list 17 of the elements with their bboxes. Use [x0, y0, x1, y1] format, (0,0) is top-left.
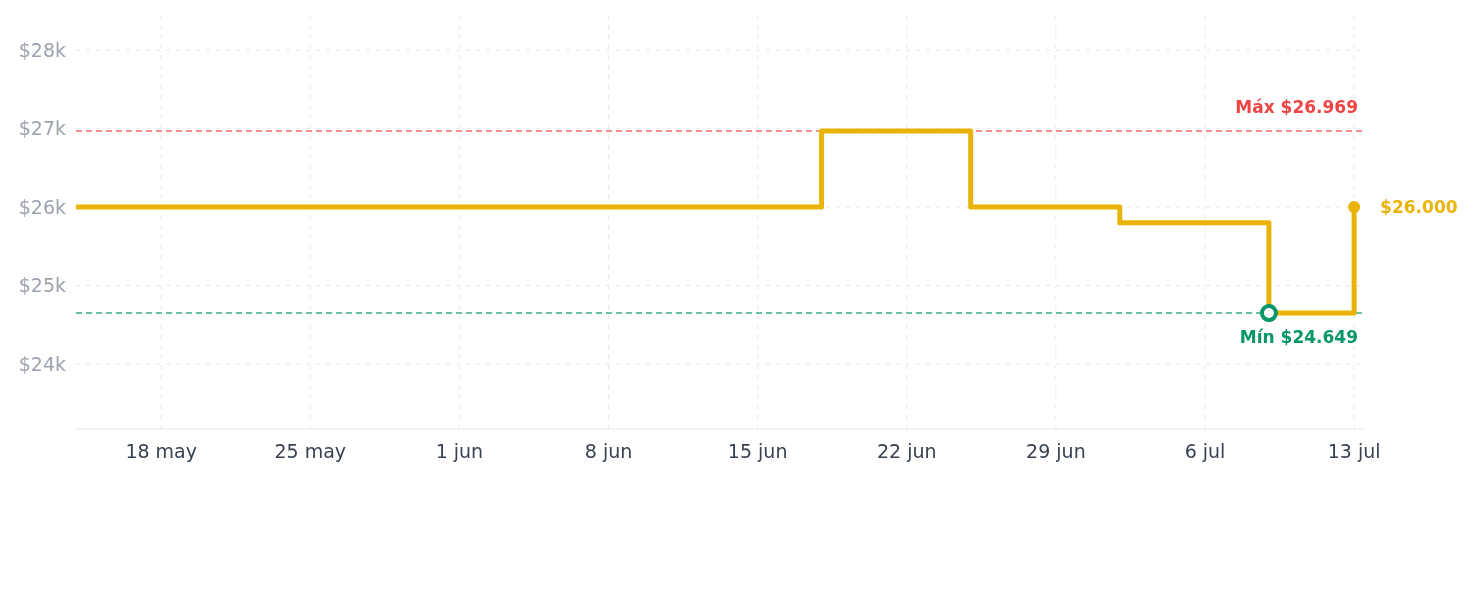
y-tick-label: $25k — [18, 274, 66, 297]
ref-line-label: Mín $24.649 — [1239, 327, 1358, 348]
x-tick-label: 29 jun — [1026, 440, 1086, 462]
y-tick-label: $26k — [18, 195, 66, 218]
x-tick-label: 1 jun — [435, 440, 484, 462]
annotation: $26.000 — [1380, 197, 1458, 218]
y-tick-label: $28k — [18, 38, 66, 61]
y-tick-label: $24k — [18, 352, 66, 375]
x-tick-label: 6 jul — [1184, 440, 1226, 462]
x-tick-label: 8 jun — [584, 440, 633, 462]
x-tick-label: 15 jun — [727, 440, 788, 462]
ref-line-label: Máx $26.969 — [1235, 97, 1358, 118]
x-tick-label: 13 jul — [1327, 440, 1381, 462]
x-tick-label: 25 may — [274, 440, 347, 462]
y-tick-label: $27k — [18, 117, 66, 140]
x-tick-label: 18 may — [125, 440, 198, 462]
x-tick-label: 22 jun — [876, 440, 937, 462]
